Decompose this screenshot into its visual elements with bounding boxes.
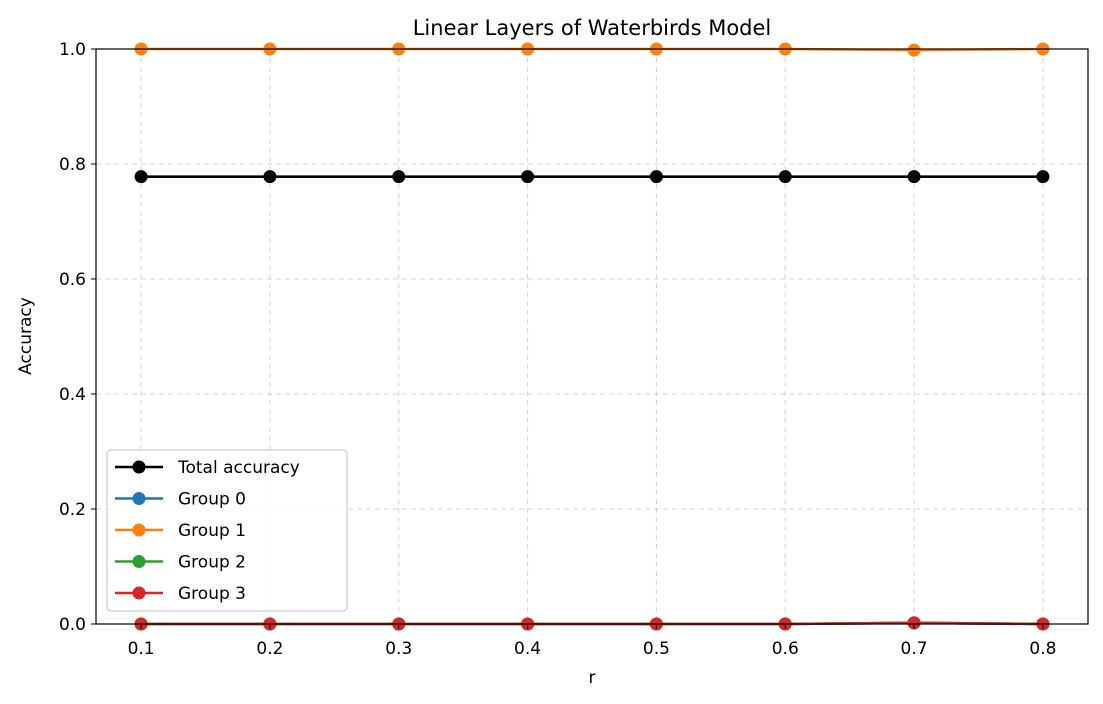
legend-marker [132, 586, 146, 600]
data-point-total-accuracy [392, 170, 406, 184]
x-tick-label: 0.5 [643, 639, 670, 659]
data-point-total-accuracy [134, 170, 148, 184]
y-tick-label: 1.0 [59, 40, 86, 60]
data-point-total-accuracy [649, 170, 663, 184]
data-point-total-accuracy [1036, 170, 1050, 184]
x-tick-label: 0.1 [128, 639, 155, 659]
legend-box [106, 449, 348, 612]
legend-item-group-1: Group 1 [115, 521, 246, 541]
legend-item-total-accuracy: Total accuracy [115, 458, 300, 478]
data-point-group-3 [907, 616, 921, 630]
legend-item-group-2: Group 2 [115, 553, 246, 573]
legend-label: Group 2 [178, 553, 246, 573]
plot-frame [95, 48, 1089, 625]
x-tick-label: 0.6 [772, 639, 799, 659]
legend-marker [132, 460, 146, 474]
y-tick-label: 0.6 [59, 270, 86, 290]
data-point-total-accuracy [263, 170, 277, 184]
x-tick-label: 0.2 [256, 639, 283, 659]
x-axis-label: r [589, 668, 596, 688]
x-tick-label: 0.3 [385, 639, 412, 659]
data-point-group-1 [907, 43, 921, 57]
x-tick-label: 0.7 [901, 639, 928, 659]
legend: Total accuracy Group 0 Group 1 Group 2 Group… [106, 449, 348, 612]
y-tick-label: 0.2 [59, 500, 86, 520]
legend-item-group-3: Group 3 [115, 584, 246, 604]
legend-marker [132, 555, 146, 568]
x-tick-label: 0.4 [514, 639, 541, 659]
legend-label: Total accuracy [177, 458, 300, 478]
y-tick-label: 0.4 [59, 385, 86, 405]
y-tick-label: 0.8 [59, 155, 86, 175]
data-point-total-accuracy [521, 170, 535, 184]
legend-label: Group 0 [178, 490, 246, 510]
data-point-total-accuracy [778, 170, 792, 184]
legend-item-group-0: Group 0 [115, 490, 246, 510]
grid [96, 49, 1088, 624]
axes: 0.1 0.2 0.3 0.4 0.5 0.6 0.7 0.8 0.0 0.2 0.4 0.6 0.8 1… [59, 40, 1056, 659]
legend-label: Group 1 [178, 521, 246, 541]
y-tick-label: 0.0 [59, 615, 86, 635]
legend-marker [132, 523, 146, 537]
chart-title: Linear Layers of Waterbirds Model [413, 16, 772, 40]
legend-label: Group 3 [178, 584, 246, 604]
data-point-total-accuracy [907, 170, 921, 184]
series-total-accuracy [134, 170, 1050, 184]
x-tick-label: 0.8 [1029, 639, 1056, 659]
y-axis-label: Accuracy [16, 297, 36, 375]
legend-marker [132, 492, 146, 505]
